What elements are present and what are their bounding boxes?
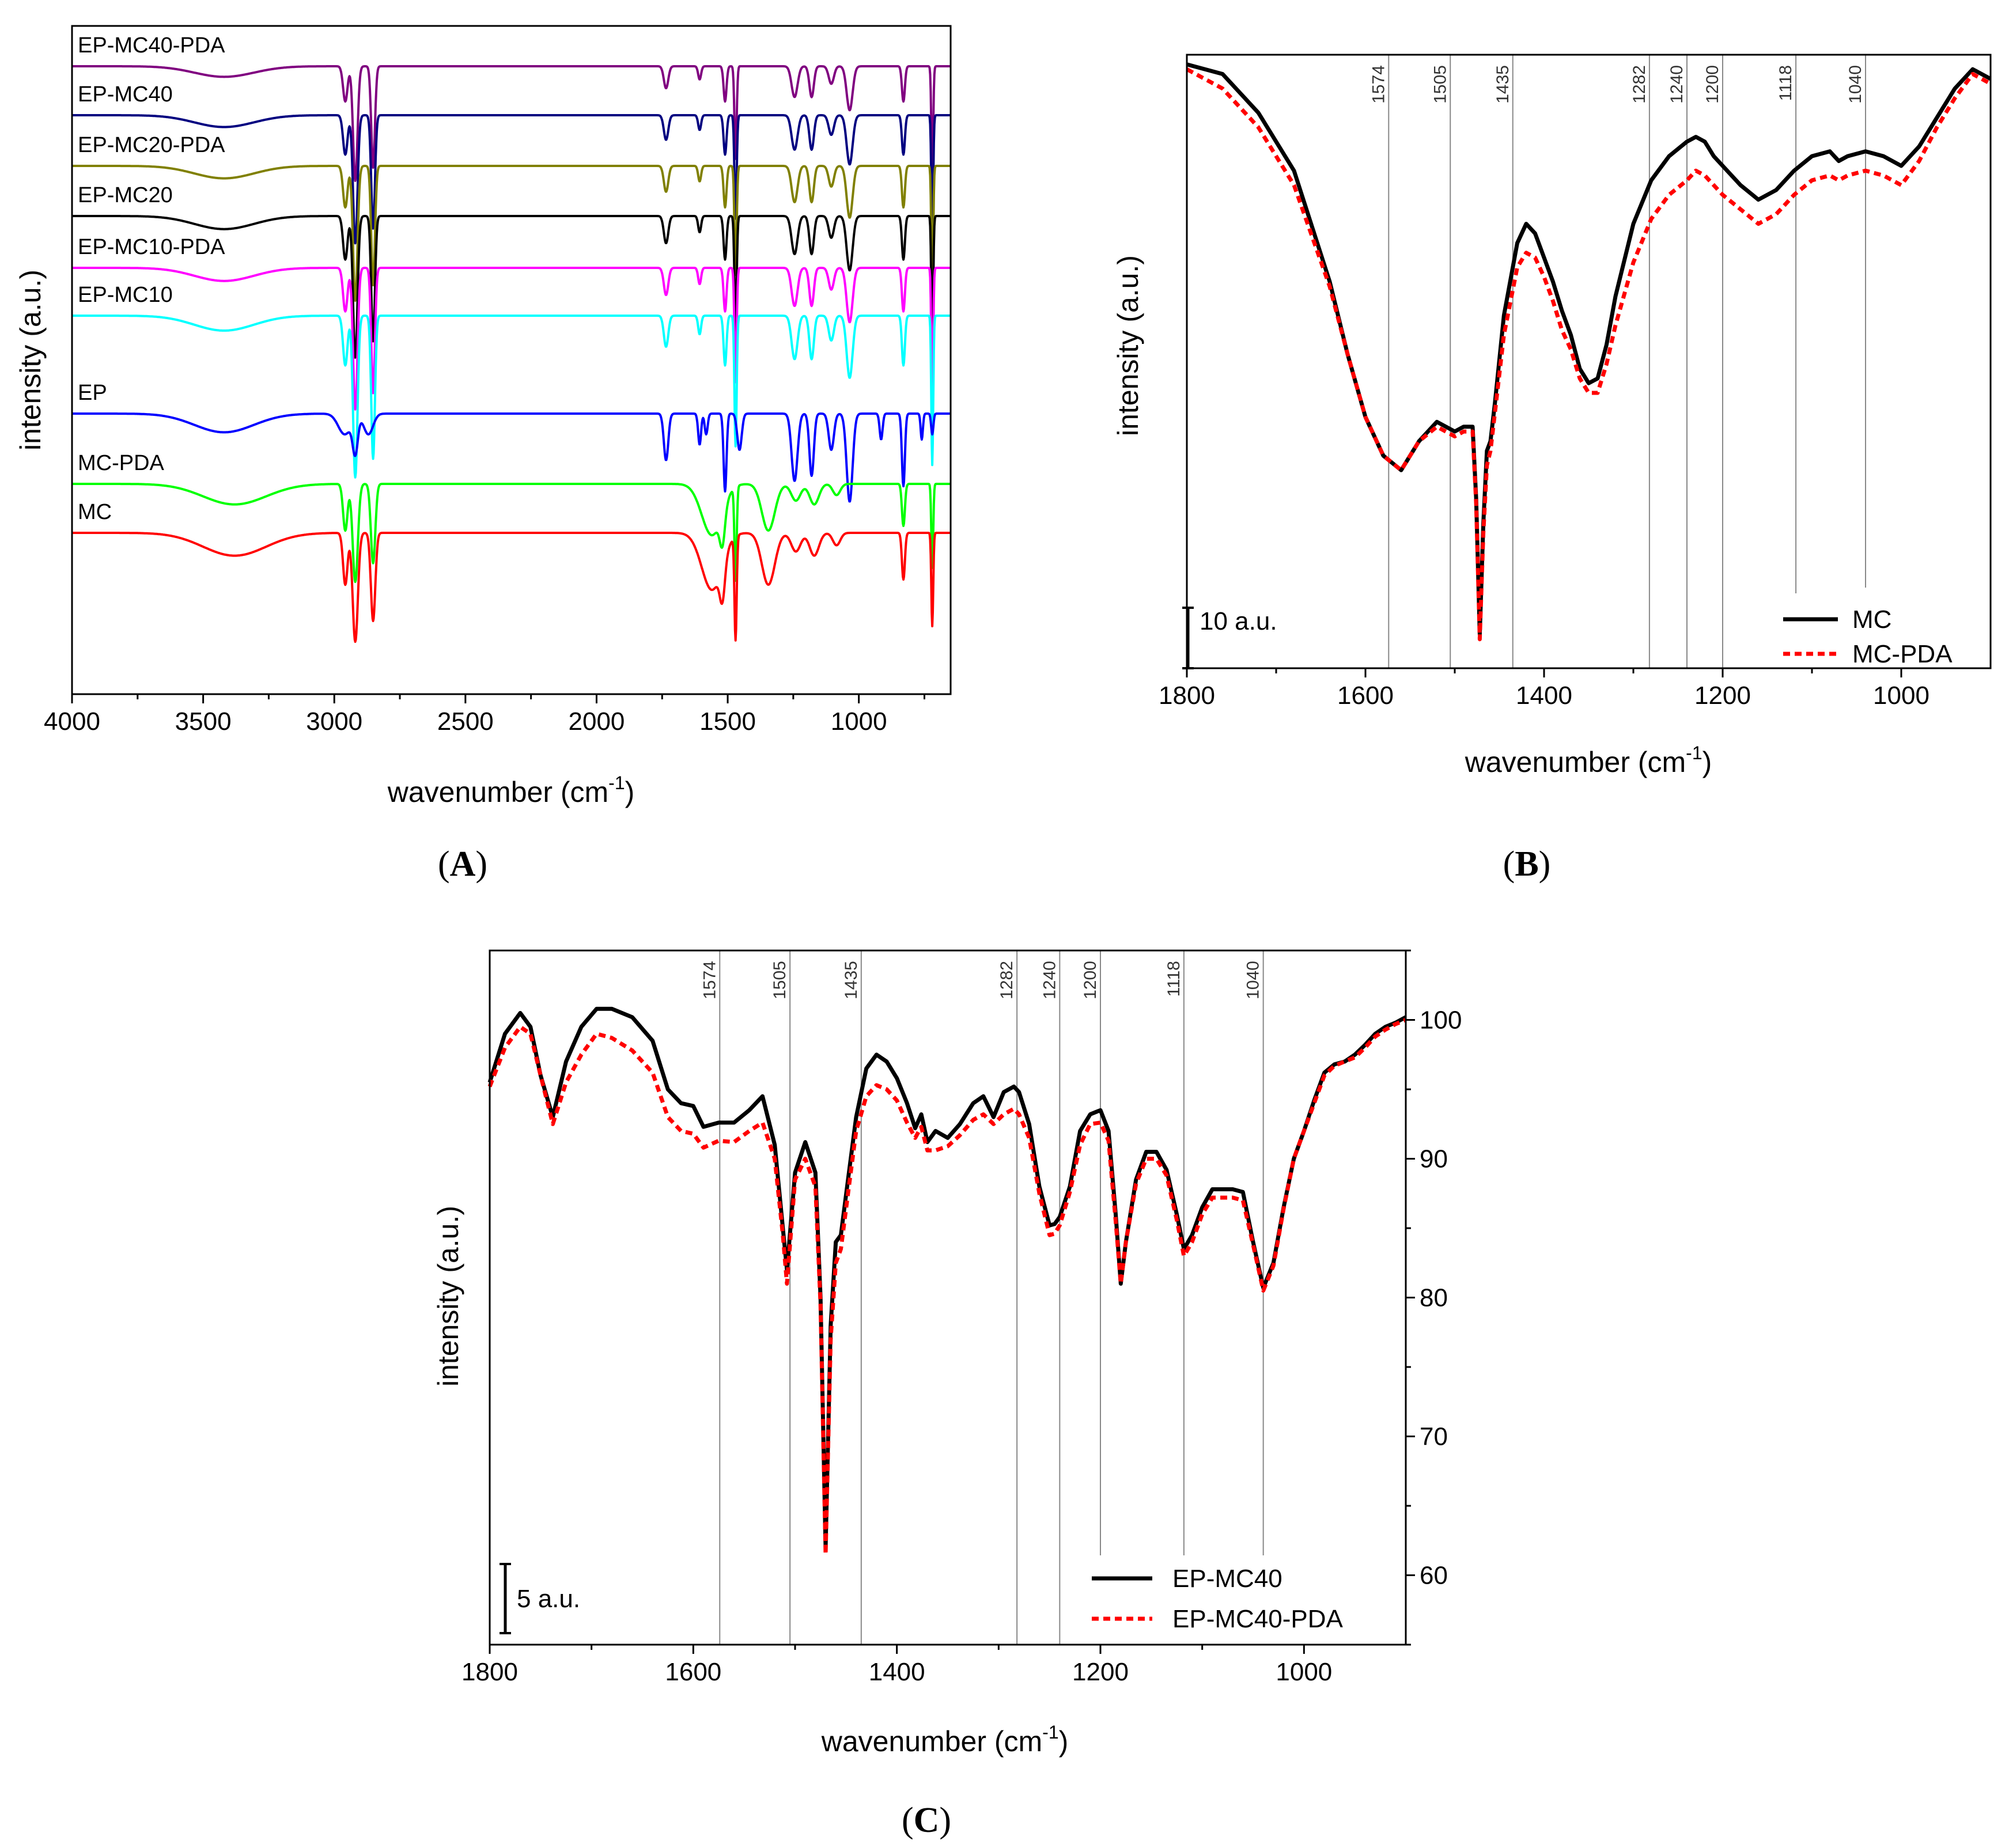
panel-a-series-labels: EP-MC40-PDA EP-MC40 EP-MC20-PDA EP-MC20 EP-M…	[78, 33, 225, 524]
panel-c: 1574 1505 1435 1282 1240 1200 1118 1040 1800 160…	[432, 949, 1462, 1840]
panel-a-x-ticks: 4000 3500 3000 2500 2000 1500 1000	[44, 694, 925, 736]
panel-b-series	[1186, 62, 1992, 642]
panel-b-series-line-mc-pda	[1186, 67, 1992, 642]
panel-c-reference-lines: 1574 1505 1435 1282 1240 1200 1118 1040	[700, 950, 1264, 1645]
panel-c-y-tick-label: 100	[1420, 1006, 1462, 1035]
panel-a-x-tick-label: 1000	[831, 707, 887, 736]
panel-b-reference-label: 1574	[1369, 65, 1388, 104]
panel-a-series-line-ep	[71, 412, 952, 503]
panel-c-reference-label: 1040	[1244, 961, 1263, 999]
panel-a-series-label-ep-mc40-pda: EP-MC40-PDA	[78, 33, 225, 58]
panel-b-x-ticks: 1800 1600 1400 1200 1000	[1159, 668, 1929, 710]
panel-c-x-axis-label: wavenumber (cm-1)	[821, 1722, 1069, 1758]
legend-label-ep-mc40-pda: EP-MC40-PDA	[1172, 1605, 1343, 1633]
panel-a-series-line-ep-mc40	[71, 114, 952, 245]
panel-a-x-tick-label: 4000	[44, 707, 100, 736]
panel-c-reference-label: 1505	[770, 961, 789, 999]
panel-b-reference-label: 1505	[1431, 65, 1450, 104]
panel-c-reference-label: 1200	[1081, 961, 1100, 999]
panel-a-series-line-ep-mc20	[71, 215, 952, 359]
panel-a-series-label-ep: EP	[78, 381, 107, 405]
panel-c-x-tick-label: 1200	[1072, 1658, 1129, 1686]
panel-c-y-tick-label: 80	[1420, 1284, 1448, 1312]
panel-b-x-axis-label: wavenumber (cm-1)	[1465, 743, 1712, 778]
panel-b-x-tick-label: 1800	[1159, 681, 1215, 710]
panel-b-legend: MC MC-PDA	[1783, 605, 1953, 668]
panel-a-caption: (A)	[438, 845, 487, 884]
panel-c-reference-label: 1118	[1164, 961, 1183, 997]
panel-b-reference-label: 1118	[1776, 65, 1795, 101]
panel-c-x-tick-label: 1400	[869, 1658, 925, 1686]
panel-a-series-line-ep-mc40-pda	[71, 65, 952, 182]
panel-a-series-label-ep-mc20: EP-MC20	[78, 183, 173, 207]
panel-b-reference-lines: 1574 1505 1435 1282 1240 1200 1118 1040	[1369, 55, 1866, 668]
panel-b-x-tick-label: 1400	[1516, 681, 1572, 710]
panel-c-scale-bar-label: 5 a.u.	[517, 1585, 580, 1613]
panel-c-x-tick-label: 1800	[461, 1658, 518, 1686]
panel-c-reference-label: 1574	[700, 961, 719, 999]
panel-c-caption: (C)	[902, 1801, 951, 1840]
panel-a-series-label-ep-mc40: EP-MC40	[78, 82, 173, 107]
panel-c-x-tick-label: 1600	[665, 1658, 721, 1686]
panel-c-reference-label: 1435	[842, 961, 861, 999]
panel-a-series-line-mc	[71, 532, 952, 643]
panel-a-x-tick-label: 2000	[569, 707, 625, 736]
panel-a: EP-MC40-PDA EP-MC40 EP-MC20-PDA EP-MC20 EP-M…	[14, 25, 952, 884]
panel-b-series-line-mc	[1186, 62, 1992, 637]
panel-c-legend: EP-MC40 EP-MC40-PDA	[1092, 1565, 1343, 1633]
panel-a-frame	[71, 25, 952, 695]
panel-a-series-line-ep-mc10-pda	[71, 267, 952, 411]
panel-b-reference-label: 1040	[1846, 65, 1865, 104]
legend-label-mc: MC	[1852, 605, 1891, 634]
panel-a-series	[71, 65, 952, 643]
panel-a-x-tick-label: 1500	[699, 707, 756, 736]
panel-b-x-tick-label: 1600	[1337, 681, 1394, 710]
panel-a-series-label-ep-mc10-pda: EP-MC10-PDA	[78, 235, 225, 259]
panel-b-reference-label: 1282	[1630, 65, 1649, 104]
panel-b: 1574 1505 1435 1282 1240 1200 1118 1040 1800 160…	[1112, 54, 1992, 884]
panel-a-x-tick-label: 2500	[437, 707, 494, 736]
panel-b-caption: (B)	[1503, 845, 1551, 884]
panel-c-y-tick-label: 90	[1420, 1145, 1448, 1173]
panel-c-y-ticks: 60 70 80 90 100	[1406, 949, 1462, 1646]
legend-label-ep-mc40: EP-MC40	[1172, 1565, 1282, 1593]
panel-c-x-ticks: 1800 1600 1400 1200 1000	[461, 1645, 1332, 1686]
panel-b-y-axis-label: intensity (a.u.)	[1112, 255, 1144, 436]
panel-c-series	[487, 1006, 1407, 1557]
panel-a-series-label-ep-mc10: EP-MC10	[78, 283, 173, 307]
panel-a-series-label-mc: MC	[78, 500, 112, 524]
panel-c-y-axis-label: intensity (a.u.)	[432, 1206, 464, 1387]
panel-a-y-axis-label: intensity (a.u.)	[14, 270, 47, 450]
panel-b-frame	[1186, 54, 1992, 669]
panel-a-series-line-mc-pda	[71, 483, 952, 584]
panel-b-reference-label: 1200	[1703, 65, 1722, 104]
panel-a-x-axis-label: wavenumber (cm-1)	[387, 772, 635, 808]
panel-c-x-tick-label: 1000	[1276, 1658, 1332, 1686]
panel-c-y-tick-label: 60	[1420, 1562, 1448, 1590]
panel-c-reference-label: 1240	[1040, 961, 1059, 999]
panel-c-frame	[489, 949, 1407, 1646]
panel-b-x-tick-label: 1200	[1694, 681, 1751, 710]
panel-b-x-tick-label: 1000	[1873, 681, 1929, 710]
panel-a-series-line-ep-mc10	[71, 315, 952, 479]
panel-a-series-line-ep-mc20-pda	[71, 165, 952, 302]
panel-b-scale-bar-label: 10 a.u.	[1200, 607, 1277, 635]
legend-label-mc-pda: MC-PDA	[1852, 640, 1953, 668]
panel-a-series-label-mc-pda: MC-PDA	[78, 451, 165, 475]
panel-c-reference-label: 1282	[997, 961, 1016, 999]
panel-a-x-tick-label: 3000	[306, 707, 362, 736]
panel-b-reference-label: 1435	[1493, 65, 1512, 104]
panel-a-series-label-ep-mc20-pda: EP-MC20-PDA	[78, 133, 225, 157]
panel-b-reference-label: 1240	[1667, 65, 1686, 104]
panel-a-x-tick-label: 3500	[175, 707, 232, 736]
panel-c-series-line-ep-mc40	[487, 1006, 1407, 1550]
panel-c-y-tick-label: 70	[1420, 1423, 1448, 1451]
panel-c-series-line-ep-mc40-pda	[487, 1018, 1407, 1557]
